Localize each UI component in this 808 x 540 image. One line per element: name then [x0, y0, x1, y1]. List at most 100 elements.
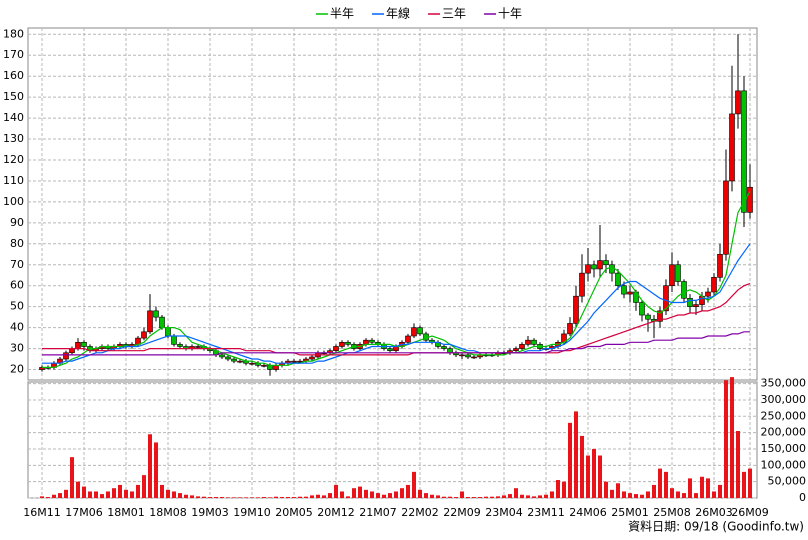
- volume-bar: [190, 495, 194, 498]
- volume-bar: [382, 494, 386, 498]
- y-tick-label: 80: [10, 237, 24, 250]
- candle-body: [141, 331, 147, 339]
- volume-bar: [574, 411, 578, 498]
- candle-body: [147, 310, 153, 333]
- volume-bar: [430, 494, 434, 498]
- volume-bar: [82, 486, 86, 498]
- volume-bar: [370, 491, 374, 498]
- volume-bar: [310, 495, 314, 498]
- volume-bar: [532, 496, 536, 498]
- x-tick-label: 25M01: [611, 506, 649, 519]
- volume-bar: [418, 489, 422, 498]
- volume-bar: [40, 496, 44, 498]
- volume-bar: [334, 484, 338, 498]
- candle-body: [675, 264, 681, 282]
- candle-body: [519, 344, 525, 349]
- volume-bar: [700, 476, 704, 498]
- volume-bar: [718, 484, 722, 498]
- volume-bar: [340, 491, 344, 498]
- volume-bar: [346, 496, 350, 498]
- x-tick-label: 19M10: [233, 506, 271, 519]
- y-tick-label: 20: [10, 363, 24, 376]
- volume-bar: [304, 496, 308, 498]
- volume-bar: [712, 491, 716, 498]
- volume-bar: [730, 377, 734, 498]
- volume-bar: [508, 494, 512, 498]
- candle-body: [735, 90, 741, 115]
- candle-body: [693, 304, 699, 307]
- x-tick-label: 20M05: [275, 506, 313, 519]
- volume-bar: [556, 480, 560, 498]
- volume-bar: [178, 493, 182, 498]
- candle-body: [579, 272, 585, 297]
- y2-tick-label: 50,000: [768, 475, 807, 488]
- volume-bar: [442, 496, 446, 498]
- candle-body: [573, 295, 579, 324]
- y2-tick-label: 250,000: [761, 409, 807, 422]
- volume-bar: [154, 442, 158, 498]
- x-tick-label: 23M11: [527, 506, 565, 519]
- legend-label: 十年: [498, 7, 522, 21]
- x-tick-label: 26M09: [731, 506, 769, 519]
- candle-body: [219, 354, 225, 358]
- candle-body: [159, 316, 165, 328]
- candle-body: [681, 281, 687, 299]
- legend-label: 三年: [442, 7, 466, 21]
- y-tick-label: 170: [3, 48, 24, 61]
- y-tick-label: 140: [3, 111, 24, 124]
- candle-body: [339, 341, 345, 347]
- volume-bar: [250, 497, 254, 498]
- volume-bar: [358, 486, 362, 498]
- candle-body: [177, 344, 183, 347]
- volume-bar: [244, 497, 248, 498]
- volume-bar: [484, 496, 488, 498]
- volume-bar: [232, 497, 236, 498]
- candle-body: [669, 264, 675, 287]
- y2-tick-label: 0: [799, 491, 806, 504]
- candle-body: [267, 365, 273, 370]
- y-tick-label: 70: [10, 258, 24, 271]
- y-tick-label: 90: [10, 216, 24, 229]
- volume-bar: [94, 491, 98, 498]
- volume-bar: [316, 494, 320, 498]
- candle-body: [513, 348, 519, 351]
- volume-bar: [124, 489, 128, 498]
- volume-bar: [196, 496, 200, 498]
- candle-body: [441, 346, 447, 349]
- volume-bar: [598, 455, 602, 498]
- ma-line: [42, 283, 751, 356]
- volume-bar: [172, 491, 176, 498]
- candle-body: [291, 360, 297, 363]
- volume-bar: [160, 484, 164, 498]
- volume-bar: [184, 494, 188, 498]
- candle-body: [627, 291, 633, 295]
- candle-body: [723, 180, 729, 255]
- volume-bar: [292, 497, 296, 498]
- candle-body: [333, 346, 339, 351]
- candle-body: [747, 186, 753, 213]
- volume-bar: [472, 497, 476, 498]
- y-tick-label: 180: [3, 27, 24, 40]
- volume-bar: [724, 380, 728, 498]
- x-tick-label: 25M08: [653, 506, 691, 519]
- candle-body: [81, 341, 87, 347]
- volume-bar: [580, 435, 584, 498]
- y-tick-label: 160: [3, 69, 24, 82]
- volume-bar: [46, 497, 50, 498]
- volume-bar: [460, 491, 464, 498]
- y2-tick-label: 350,000: [761, 377, 807, 390]
- volume-bar: [550, 491, 554, 498]
- volume-bar: [592, 448, 596, 498]
- volume-bar: [214, 497, 218, 498]
- volume-bar: [622, 491, 626, 498]
- price-panel: [27, 27, 758, 381]
- candle-body: [225, 356, 231, 360]
- candle-body: [237, 360, 243, 363]
- ma-line: [42, 243, 751, 364]
- volume-bar: [520, 494, 524, 498]
- candle-body: [585, 264, 591, 274]
- volume-bar: [682, 493, 686, 498]
- candle-body: [711, 277, 717, 293]
- candle-body: [705, 291, 711, 297]
